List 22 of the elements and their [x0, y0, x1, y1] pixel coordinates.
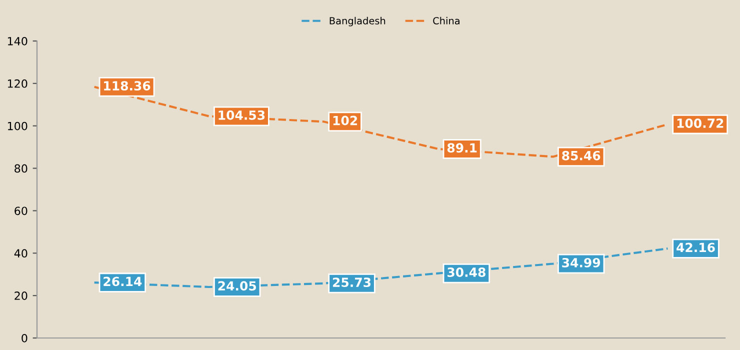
data-label: 30.48 [448, 268, 486, 277]
y-tick-label: 120 [8, 79, 28, 88]
data-label: 42.16 [676, 242, 715, 252]
data-label: 100.72 [677, 118, 724, 128]
data-label: 85.46 [562, 150, 600, 160]
y-tick-label: 0 [22, 334, 28, 342]
y-tick-label: 100 [8, 122, 28, 130]
data-label: 104.53 [218, 110, 265, 120]
data-label: 118.36 [104, 81, 150, 91]
y-tick-label: 40 [14, 249, 28, 258]
data-label: 102 [333, 116, 358, 126]
legend-label: Bangladesh [330, 16, 386, 26]
y-tick-label: 20 [14, 292, 28, 300]
y-tick-label: 80 [14, 164, 28, 173]
data-label: 89.1 [447, 143, 477, 153]
data-label: 26.14 [104, 276, 142, 286]
data-label: 24.05 [218, 281, 256, 291]
y-tick-label: 60 [14, 206, 28, 216]
legend-label: China [433, 16, 460, 24]
data-label: 34.99 [562, 258, 600, 268]
y-tick-label: 140 [8, 36, 28, 46]
data-label: 25.73 [332, 278, 371, 288]
